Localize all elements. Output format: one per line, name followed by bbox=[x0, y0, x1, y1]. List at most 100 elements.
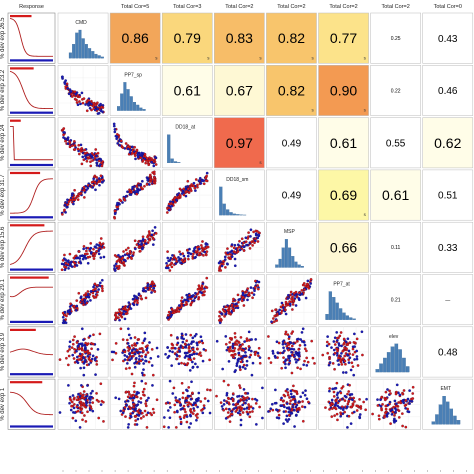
scatter-point bbox=[85, 295, 88, 299]
scatter-point bbox=[254, 338, 258, 341]
scatter-point bbox=[223, 255, 227, 259]
scatter-point bbox=[164, 402, 168, 405]
scatter-point bbox=[220, 405, 224, 408]
scatter-point bbox=[294, 304, 298, 307]
scatter-point bbox=[132, 384, 136, 388]
scatter-point bbox=[175, 409, 179, 413]
scatter-point bbox=[197, 391, 201, 395]
column-header: Total Cor=2 bbox=[382, 4, 410, 10]
scatter-point bbox=[289, 341, 293, 345]
scatter-point bbox=[242, 249, 246, 252]
scatter-point bbox=[82, 338, 85, 342]
scatter-point bbox=[351, 347, 355, 351]
scatter-point bbox=[86, 153, 89, 157]
histogram-bar bbox=[375, 369, 380, 373]
scatter-point bbox=[256, 284, 259, 287]
scatter-point bbox=[137, 362, 141, 365]
scatter-cell bbox=[214, 274, 265, 326]
scatter-point bbox=[87, 99, 90, 102]
scatter-point bbox=[352, 341, 356, 344]
histogram-bar bbox=[278, 258, 282, 268]
scatter-point bbox=[133, 381, 136, 385]
scatter-point bbox=[123, 147, 127, 150]
scatter-point bbox=[88, 247, 92, 251]
scatter-point bbox=[371, 412, 374, 416]
scatter-point bbox=[86, 410, 89, 414]
scatter-point bbox=[347, 358, 350, 361]
variable-label: MSP bbox=[284, 229, 296, 235]
histogram-bar bbox=[232, 213, 236, 216]
scatter-point bbox=[91, 104, 95, 108]
scatter-point bbox=[338, 398, 342, 402]
scatter-point bbox=[238, 245, 241, 249]
scatter-point bbox=[129, 252, 132, 255]
scatter-point bbox=[247, 231, 250, 234]
scatter-point bbox=[204, 242, 208, 246]
scatter-point bbox=[126, 252, 129, 255]
scatter-point bbox=[224, 335, 228, 338]
scatter-point bbox=[383, 415, 386, 419]
scatter-point bbox=[93, 181, 97, 185]
scatter-point bbox=[341, 412, 345, 415]
scatter-point bbox=[189, 397, 193, 401]
scatter-point bbox=[68, 252, 72, 256]
scatter-cell bbox=[161, 169, 213, 221]
scatter-point bbox=[408, 399, 412, 403]
scatter-point bbox=[358, 415, 361, 419]
scatter-point bbox=[339, 391, 343, 395]
correlation-cell: 0.62 bbox=[422, 117, 474, 169]
scatter-point bbox=[64, 262, 68, 265]
scatter-point bbox=[401, 412, 404, 415]
scatter-point bbox=[61, 321, 65, 325]
scatter-point bbox=[116, 142, 120, 145]
scatter-point bbox=[228, 350, 231, 353]
scatter-point bbox=[141, 246, 144, 250]
scatter-point bbox=[75, 195, 79, 198]
scatter-point bbox=[298, 344, 302, 347]
scatter-point bbox=[344, 362, 347, 366]
scatter-cell bbox=[57, 65, 109, 116]
response-curve bbox=[9, 230, 54, 265]
scatter-point bbox=[239, 336, 243, 339]
scatter-point bbox=[80, 344, 84, 348]
histogram-bar bbox=[167, 134, 171, 164]
scatter-point bbox=[299, 338, 303, 341]
scatter-point bbox=[143, 331, 147, 335]
scatter-point bbox=[406, 407, 410, 411]
scatter-point bbox=[196, 347, 199, 351]
histogram-bar bbox=[386, 352, 391, 373]
scatter-point bbox=[301, 327, 305, 331]
scatter-point bbox=[215, 394, 218, 398]
histogram-cell: elev bbox=[370, 326, 421, 378]
scatter-point bbox=[348, 356, 352, 360]
scatter-point bbox=[388, 389, 391, 393]
scatter-point bbox=[183, 298, 186, 302]
scatter-point bbox=[72, 406, 76, 410]
scatter-point bbox=[284, 418, 288, 421]
scatter-point bbox=[91, 156, 94, 159]
scatter-point bbox=[280, 404, 284, 407]
scatter-point bbox=[64, 139, 67, 143]
scatter-point bbox=[293, 408, 296, 412]
scatter-point bbox=[68, 401, 71, 405]
scatter-point bbox=[290, 332, 293, 335]
scatter-point bbox=[123, 350, 127, 354]
scatter-point bbox=[196, 399, 200, 402]
scatter-point bbox=[201, 249, 204, 253]
scatter-point bbox=[392, 405, 395, 409]
scatter-point bbox=[194, 291, 197, 295]
histogram-bar bbox=[402, 357, 406, 373]
scatter-point bbox=[126, 426, 130, 429]
significance-marker: s bbox=[312, 108, 315, 113]
scatter-point bbox=[284, 366, 287, 370]
scatter-point bbox=[222, 260, 225, 263]
response-curve bbox=[9, 178, 54, 214]
scatter-point bbox=[119, 327, 123, 331]
scatter-point bbox=[252, 293, 256, 296]
scatter-point bbox=[68, 348, 71, 351]
histogram-bar bbox=[116, 106, 120, 111]
scatter-point bbox=[123, 358, 127, 361]
scatter-point bbox=[290, 350, 293, 354]
scatter-point bbox=[218, 321, 222, 325]
scatter-point bbox=[61, 75, 64, 79]
